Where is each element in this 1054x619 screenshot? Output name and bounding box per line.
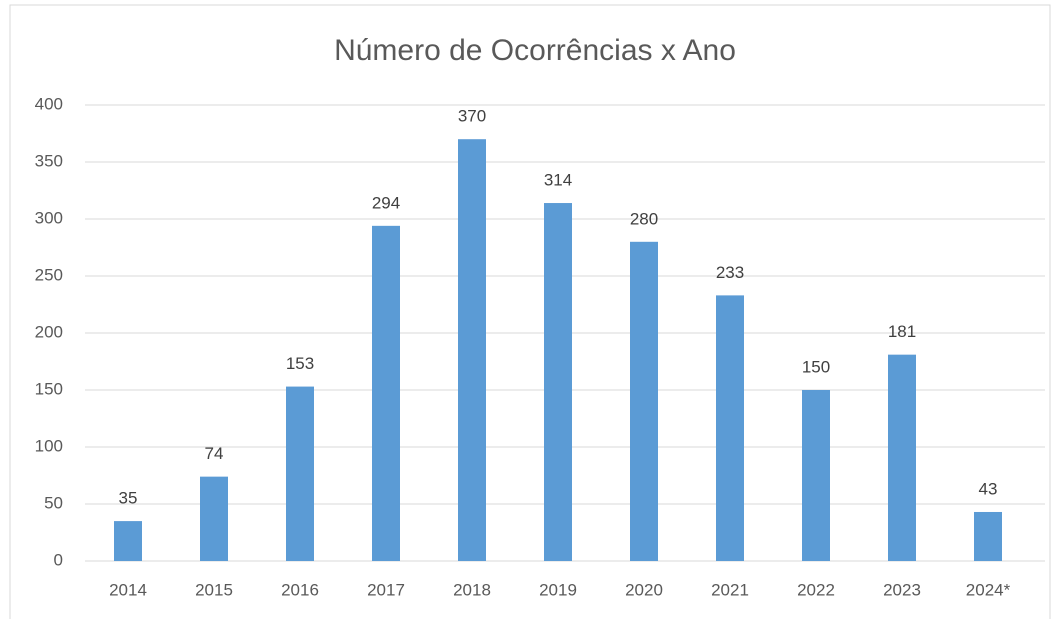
x-tick-label: 2024*	[966, 580, 1011, 599]
data-label: 314	[544, 171, 572, 190]
bar	[802, 390, 830, 561]
bar	[286, 386, 314, 561]
y-tick-label: 400	[35, 94, 63, 113]
x-tick-label: 2018	[453, 580, 491, 599]
y-tick-label: 100	[35, 436, 63, 455]
data-label: 370	[458, 107, 486, 126]
data-label: 233	[716, 263, 744, 282]
data-label: 74	[205, 444, 224, 463]
data-label: 43	[979, 479, 998, 498]
data-label: 280	[630, 209, 658, 228]
data-label: 294	[372, 193, 400, 212]
bar	[114, 521, 142, 561]
x-tick-label: 2019	[539, 580, 577, 599]
y-tick-label: 300	[35, 208, 63, 227]
x-tick-label: 2015	[195, 580, 233, 599]
x-tick-label: 2023	[883, 580, 921, 599]
data-label: 35	[119, 489, 138, 508]
bar	[630, 241, 658, 562]
x-tick-label: 2021	[711, 580, 749, 599]
chart-title: Número de Ocorrências x Ano	[334, 34, 736, 67]
data-label: 150	[802, 357, 830, 376]
bar	[716, 295, 744, 561]
y-tick-label: 150	[35, 379, 63, 398]
y-tick-label: 200	[35, 322, 63, 341]
chart-border	[9, 4, 1051, 619]
data-label: 153	[286, 354, 314, 373]
bar	[974, 511, 1002, 561]
bar	[200, 476, 228, 561]
x-tick-label: 2014	[109, 580, 147, 599]
bar	[888, 354, 916, 561]
y-tick-label: 50	[44, 493, 63, 512]
y-tick-label: 350	[35, 151, 63, 170]
y-tick-label: 0	[54, 550, 63, 569]
x-tick-label: 2022	[797, 580, 835, 599]
x-tick-label: 2017	[367, 580, 405, 599]
bar	[458, 139, 486, 561]
y-tick-label: 250	[35, 265, 63, 284]
x-tick-label: 2020	[625, 580, 663, 599]
data-label: 181	[888, 322, 916, 341]
x-tick-label: 2016	[281, 580, 319, 599]
bar	[544, 203, 572, 562]
bar	[372, 225, 400, 561]
